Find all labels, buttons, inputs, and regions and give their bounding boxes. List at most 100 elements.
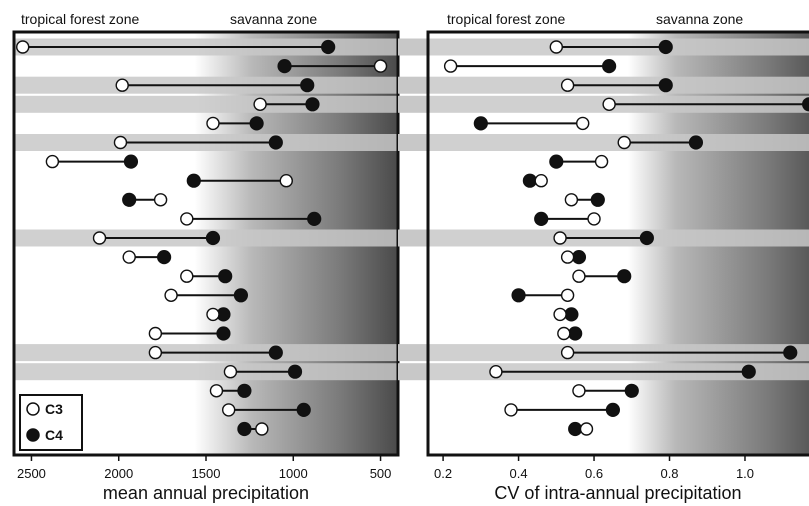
c3-point [209,384,224,398]
x-tick-label: 0.8 [660,466,678,481]
c4-point [216,326,231,341]
c4-point [802,97,809,112]
c3-point [549,40,564,54]
c3-point [148,326,163,341]
x-tick-label: 2500 [17,466,46,481]
c3-point [113,135,128,150]
c4-point [218,269,233,284]
c3-point [153,193,168,207]
right-x-axis: 0.20.40.60.81.01.2 [434,455,754,481]
c3-point [180,269,194,283]
c4-point [522,173,537,188]
c3-point [579,422,594,436]
c3-point [594,154,609,169]
c3-point [560,78,575,92]
c3-point [122,250,136,264]
legend-c3-marker [26,402,40,416]
c3-point [164,288,178,302]
x-tick-label: 1000 [279,466,308,481]
right-panel-frame [426,30,809,457]
c3-point [560,345,575,360]
c4-point [237,421,252,437]
legend-c4-marker [26,428,40,442]
x-tick-label: 1500 [192,466,221,481]
connector-band [398,363,428,381]
c4-point [205,230,221,246]
c3-point [564,193,579,207]
c4-point [157,250,172,265]
x-tick-label: 2000 [104,466,133,481]
c3-point [180,212,194,226]
c3-point [206,116,220,131]
c4-point [300,78,315,93]
c3-point [45,154,60,169]
c3-point [221,403,236,417]
c4-point [296,402,311,417]
c3-point [115,78,129,92]
left-dumbbells [16,39,388,437]
c4-point [590,192,605,207]
x-tick-label: 0.2 [434,466,452,481]
connector-band [398,229,428,247]
left-zone-label-savanna: savanna zone [230,11,317,27]
cross-panel-bands [398,38,428,381]
c4-point [568,326,583,341]
c3-point [560,288,575,302]
c4-point [511,288,526,303]
c3-point [279,173,293,188]
c3-point [253,97,267,112]
c4-point [237,383,252,398]
right-x-axis-title: CV of intra-annual precipitation [494,483,741,503]
x-tick-label: 500 [370,466,392,481]
c3-point [557,326,571,341]
c3-point [572,269,586,283]
c4-point [658,78,673,93]
c3-point [587,212,601,226]
left-zone-label-forest: tropical forest zone [21,11,139,27]
c3-point [206,307,220,322]
right-panel: 0.20.40.60.81.01.2 tropical forest zone … [426,11,809,503]
right-zone-label-forest: tropical forest zone [447,11,565,27]
c3-point [16,40,30,54]
c3-point [553,307,567,322]
legend-c4-label: C4 [45,427,63,443]
c4-point [305,97,320,112]
c4-point [571,250,587,265]
c4-point [233,288,249,303]
c4-point [783,345,798,360]
c3-point [572,384,586,398]
c4-point [564,307,579,322]
connector-band [398,95,428,113]
c4-point [534,211,549,226]
left-x-axis-title: mean annual precipitation [103,483,309,503]
c4-point [741,364,756,379]
c4-point [688,135,704,150]
highlight-band [14,363,398,381]
c4-point [617,269,632,284]
c3-point [92,231,107,245]
c3-point [255,422,269,436]
c4-point [123,154,139,169]
c4-point [658,39,673,55]
c3-point [223,365,238,379]
c4-point [268,135,283,150]
c4-point [549,154,564,169]
c4-point [639,230,654,246]
c4-point [277,58,292,74]
c3-point [504,403,518,417]
connector-band [398,134,428,151]
c3-point [534,173,548,188]
c3-point [373,59,388,73]
connector-band [398,344,428,362]
x-tick-label: 1.0 [736,466,754,481]
c4-point [186,173,201,188]
c3-point [553,231,567,245]
c3-point [560,250,575,264]
right-zone-label-savanna: savanna zone [656,11,743,27]
c4-point [568,421,583,437]
right-dumbbells [443,39,809,437]
c4-point [287,364,303,379]
c4-point [602,58,617,74]
connector-band [398,76,428,94]
